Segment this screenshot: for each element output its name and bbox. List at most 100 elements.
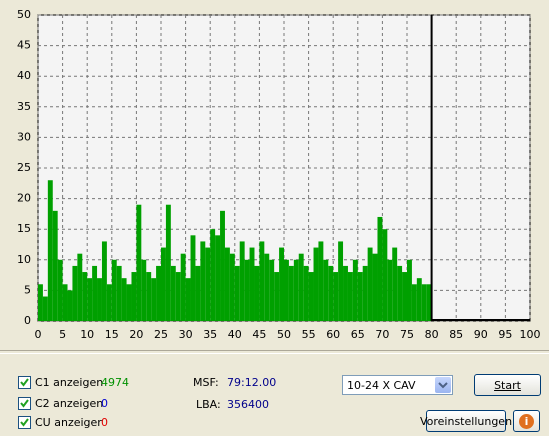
- bar: [303, 265, 309, 321]
- x-tick-label: 50: [277, 328, 291, 341]
- bar: [347, 272, 353, 321]
- bar: [92, 265, 98, 321]
- bar: [323, 259, 329, 321]
- bar: [141, 259, 147, 321]
- bar: [362, 265, 368, 321]
- bar: [249, 247, 255, 321]
- bar: [402, 272, 407, 321]
- bar: [82, 272, 88, 321]
- bar: [392, 247, 398, 321]
- bar: [200, 241, 206, 321]
- y-tick-label: 50: [17, 8, 31, 21]
- bar: [57, 259, 63, 321]
- bar: [274, 272, 280, 321]
- bar: [352, 259, 358, 321]
- settings-button[interactable]: Voreinstellungen: [420, 410, 512, 432]
- x-tick-label: 20: [129, 328, 143, 341]
- bar: [165, 204, 171, 321]
- bar: [101, 241, 107, 321]
- separator: [0, 350, 549, 354]
- bar: [259, 241, 265, 321]
- x-tick-label: 60: [326, 328, 340, 341]
- c2-count: 0: [101, 397, 108, 410]
- x-tick-label: 100: [520, 328, 541, 341]
- bar: [72, 265, 78, 321]
- y-tick-label: 30: [17, 130, 31, 143]
- bar: [180, 253, 186, 321]
- x-tick-label: 25: [154, 328, 168, 341]
- bar: [146, 272, 152, 321]
- speed-select[interactable]: 10-24 X CAV: [342, 375, 453, 395]
- bar: [42, 296, 48, 321]
- label: MSF:: [193, 376, 219, 389]
- y-tick-label: 20: [17, 192, 31, 205]
- bar: [185, 278, 191, 321]
- bar: [175, 272, 181, 321]
- bar: [47, 180, 53, 321]
- checkbox-c1[interactable]: [18, 376, 31, 389]
- bar: [77, 253, 83, 321]
- x-tick-label: 65: [351, 328, 365, 341]
- bar: [397, 265, 403, 321]
- bar: [52, 210, 58, 321]
- label: C1 anzeigen: [35, 376, 104, 389]
- x-tick-label: 15: [105, 328, 119, 341]
- bar: [161, 247, 166, 321]
- info-icon: i: [519, 413, 534, 429]
- bar: [269, 259, 275, 321]
- y-tick-label: 45: [17, 39, 31, 52]
- x-tick-label: 40: [228, 328, 242, 341]
- bar: [224, 247, 230, 321]
- bar: [338, 241, 344, 321]
- y-tick-label: 10: [17, 253, 31, 266]
- bar: [229, 253, 235, 321]
- chart: 0 5 10 15 20 25 30 35 40 45 50 0 5 10 15 20 25 30 35 40 45 50…: [17, 8, 541, 341]
- info-button[interactable]: i: [513, 410, 540, 432]
- bar: [234, 265, 240, 321]
- bar: [382, 229, 388, 321]
- bar: [254, 265, 260, 321]
- bar: [284, 259, 289, 321]
- bar: [106, 284, 112, 321]
- bar: [67, 290, 73, 321]
- bar: [279, 247, 284, 321]
- y-tick-label: 35: [17, 100, 31, 113]
- bar: [156, 265, 161, 321]
- bar: [131, 272, 137, 321]
- bar: [333, 272, 339, 321]
- select-text: 10-24 X CAV: [347, 379, 416, 392]
- c1-count: 4974: [101, 376, 129, 389]
- bar: [239, 241, 245, 321]
- cu-count: 0: [101, 416, 108, 429]
- bar: [97, 278, 102, 321]
- bar: [170, 265, 176, 321]
- x-tick-label: 80: [425, 328, 439, 341]
- bar: [195, 265, 201, 321]
- x-tick-label: 75: [400, 328, 414, 341]
- bar: [377, 216, 383, 321]
- bar: [151, 278, 157, 321]
- bar: [244, 259, 250, 321]
- bar: [416, 278, 422, 321]
- start-button[interactable]: Start: [474, 374, 541, 396]
- label: CU anzeiger: [35, 416, 102, 429]
- x-tick-label: 85: [449, 328, 463, 341]
- bar: [298, 253, 304, 321]
- bar: [38, 284, 43, 321]
- bar: [387, 259, 393, 321]
- y-tick-label: 15: [17, 222, 31, 235]
- checkbox-c2[interactable]: [18, 397, 31, 410]
- bar: [288, 265, 294, 321]
- bar: [367, 247, 373, 321]
- x-tick-label: 30: [179, 328, 193, 341]
- bar: [116, 265, 122, 321]
- bar: [87, 278, 93, 321]
- label: C2 anzeigen: [35, 397, 104, 410]
- bar: [121, 278, 127, 321]
- dropdown-arrow[interactable]: [435, 377, 451, 393]
- bar: [215, 235, 221, 321]
- bar: [293, 259, 299, 321]
- checkbox-cu[interactable]: [18, 416, 31, 429]
- bar: [220, 210, 225, 321]
